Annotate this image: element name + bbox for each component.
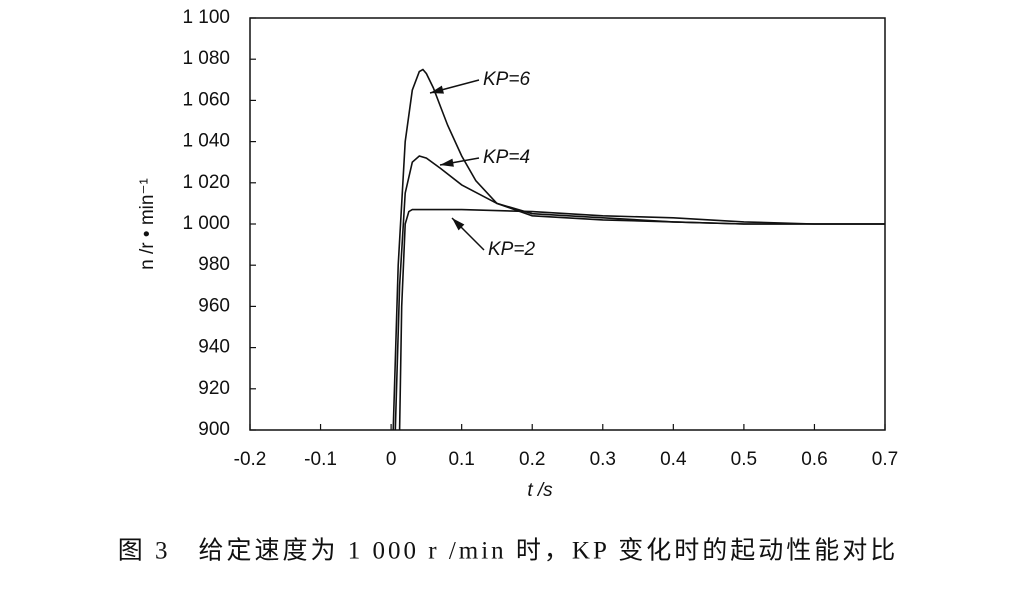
- x-tick-label: 0.5: [731, 449, 757, 470]
- y-tick-label: 900: [198, 419, 230, 440]
- y-axis-label: n /r • min⁻¹: [137, 178, 158, 270]
- annotation-arrowhead: [452, 218, 465, 231]
- x-tick-label: 0.7: [872, 449, 898, 470]
- y-tick-label: 960: [198, 295, 230, 316]
- y-tick-label: 1 040: [182, 131, 230, 152]
- x-tick-label: 0.4: [660, 449, 687, 470]
- x-tick-label: 0.3: [590, 449, 616, 470]
- caption: 图 3 给定速度为 1 000 r /min 时，KP 变化时的起动性能对比: [118, 537, 898, 565]
- y-tick-label: 1 100: [182, 7, 230, 28]
- legend-label: KP=4: [483, 147, 530, 168]
- y-tick-label: 1 020: [182, 172, 230, 193]
- y-tick-label: 1 060: [182, 89, 230, 110]
- x-tick-label: 0.2: [519, 449, 545, 470]
- x-tick-label: -0.2: [234, 449, 267, 470]
- legend-label: KP=2: [488, 239, 535, 260]
- y-tick-label: 1 080: [182, 48, 230, 69]
- x-tick-label: 0.1: [448, 449, 474, 470]
- y-tick-label: 940: [198, 337, 230, 358]
- line-series: [394, 155, 885, 430]
- x-tick-label: 0.6: [801, 449, 827, 470]
- annotation-arrowhead: [430, 85, 444, 94]
- line-series: [392, 68, 885, 430]
- x-tick-label: 0: [386, 449, 397, 470]
- y-tick-label: 1 000: [182, 213, 230, 234]
- x-tick-label: -0.1: [304, 449, 337, 470]
- y-tick-label: 980: [198, 254, 230, 275]
- y-tick-label: 920: [198, 378, 230, 399]
- x-axis-label: t /s: [527, 480, 553, 501]
- line-series: [398, 208, 885, 430]
- legend-label: KP=6: [483, 69, 530, 90]
- annotation-arrowhead: [440, 158, 454, 167]
